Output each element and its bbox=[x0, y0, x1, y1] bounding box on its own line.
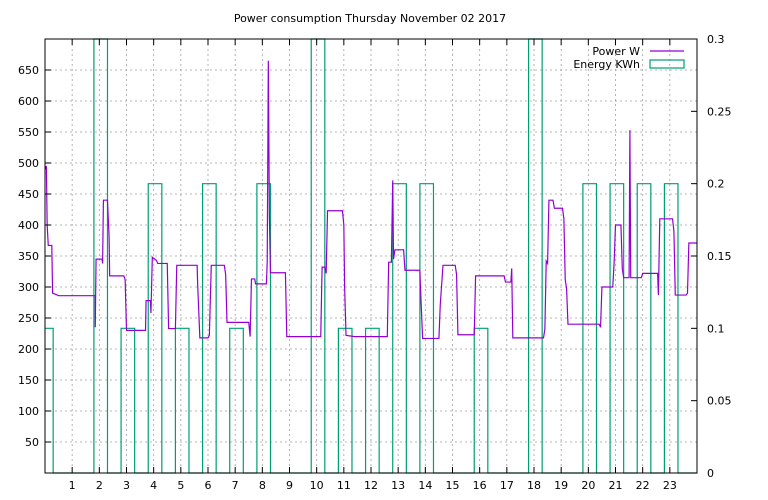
x-tick-label: 1 bbox=[69, 479, 76, 492]
legend-swatch-energy-kwh bbox=[649, 59, 685, 69]
y-tick-label: 550 bbox=[18, 126, 39, 139]
x-tick-label: 20 bbox=[581, 479, 595, 492]
x-tick-label: 18 bbox=[527, 479, 541, 492]
y-tick-label: 150 bbox=[18, 374, 39, 387]
y-tick-label: 600 bbox=[18, 95, 39, 108]
y-tick-label: 500 bbox=[18, 157, 39, 170]
legend-label-energy-kwh: Energy KWh bbox=[573, 58, 640, 71]
y2-tick-label: 0.25 bbox=[707, 105, 732, 118]
x-tick-label: 22 bbox=[636, 479, 650, 492]
x-tick-label: 14 bbox=[418, 479, 432, 492]
y2-tick-label: 0 bbox=[707, 467, 714, 480]
x-tick-label: 8 bbox=[259, 479, 266, 492]
y-tick-label: 650 bbox=[18, 64, 39, 77]
chart-title: Power consumption Thursday November 02 2… bbox=[234, 12, 506, 25]
x-tick-label: 4 bbox=[150, 479, 157, 492]
legend: Power W Energy KWh bbox=[573, 45, 685, 71]
x-tick-label: 19 bbox=[554, 479, 568, 492]
x-tick-label: 10 bbox=[310, 479, 324, 492]
y2-tick-label: 0.15 bbox=[707, 250, 732, 263]
y-tick-label: 350 bbox=[18, 250, 39, 263]
y-tick-label: 300 bbox=[18, 281, 39, 294]
x-tick-label: 12 bbox=[364, 479, 378, 492]
x-tick-label: 3 bbox=[123, 479, 130, 492]
grid-lines bbox=[45, 39, 697, 473]
legend-label-power-w: Power W bbox=[592, 45, 640, 58]
y-tick-label: 450 bbox=[18, 188, 39, 201]
x-tick-label: 17 bbox=[500, 479, 514, 492]
y2-tick-label: 0.3 bbox=[707, 33, 725, 46]
y-tick-label: 250 bbox=[18, 312, 39, 325]
y2-tick-label: 0.2 bbox=[707, 178, 725, 191]
x-tick-label: 6 bbox=[205, 479, 212, 492]
x-tick-label: 9 bbox=[286, 479, 293, 492]
y-tick-label: 100 bbox=[18, 405, 39, 418]
y-tick-label: 50 bbox=[25, 436, 39, 449]
x-tick-label: 5 bbox=[177, 479, 184, 492]
x-tick-label: 13 bbox=[391, 479, 405, 492]
x-tick-label: 2 bbox=[96, 479, 103, 492]
x-tick-label: 11 bbox=[337, 479, 351, 492]
y-tick-label: 400 bbox=[18, 219, 39, 232]
x-tick-label: 23 bbox=[663, 479, 677, 492]
series-line-power-w bbox=[44, 60, 697, 340]
y-tick-label: 200 bbox=[18, 343, 39, 356]
x-tick-label: 15 bbox=[446, 479, 460, 492]
x-tick-label: 16 bbox=[473, 479, 487, 492]
x-tick-label: 21 bbox=[609, 479, 623, 492]
axes: 1 2 3 4 5 6 7 8 9 10 11 12 13 14 15 16 17 18 19 20 21 22 23501… bbox=[18, 33, 732, 492]
y2-tick-label: 0.05 bbox=[707, 395, 732, 408]
x-tick-label: 7 bbox=[232, 479, 239, 492]
y2-tick-label: 0.1 bbox=[707, 322, 725, 335]
